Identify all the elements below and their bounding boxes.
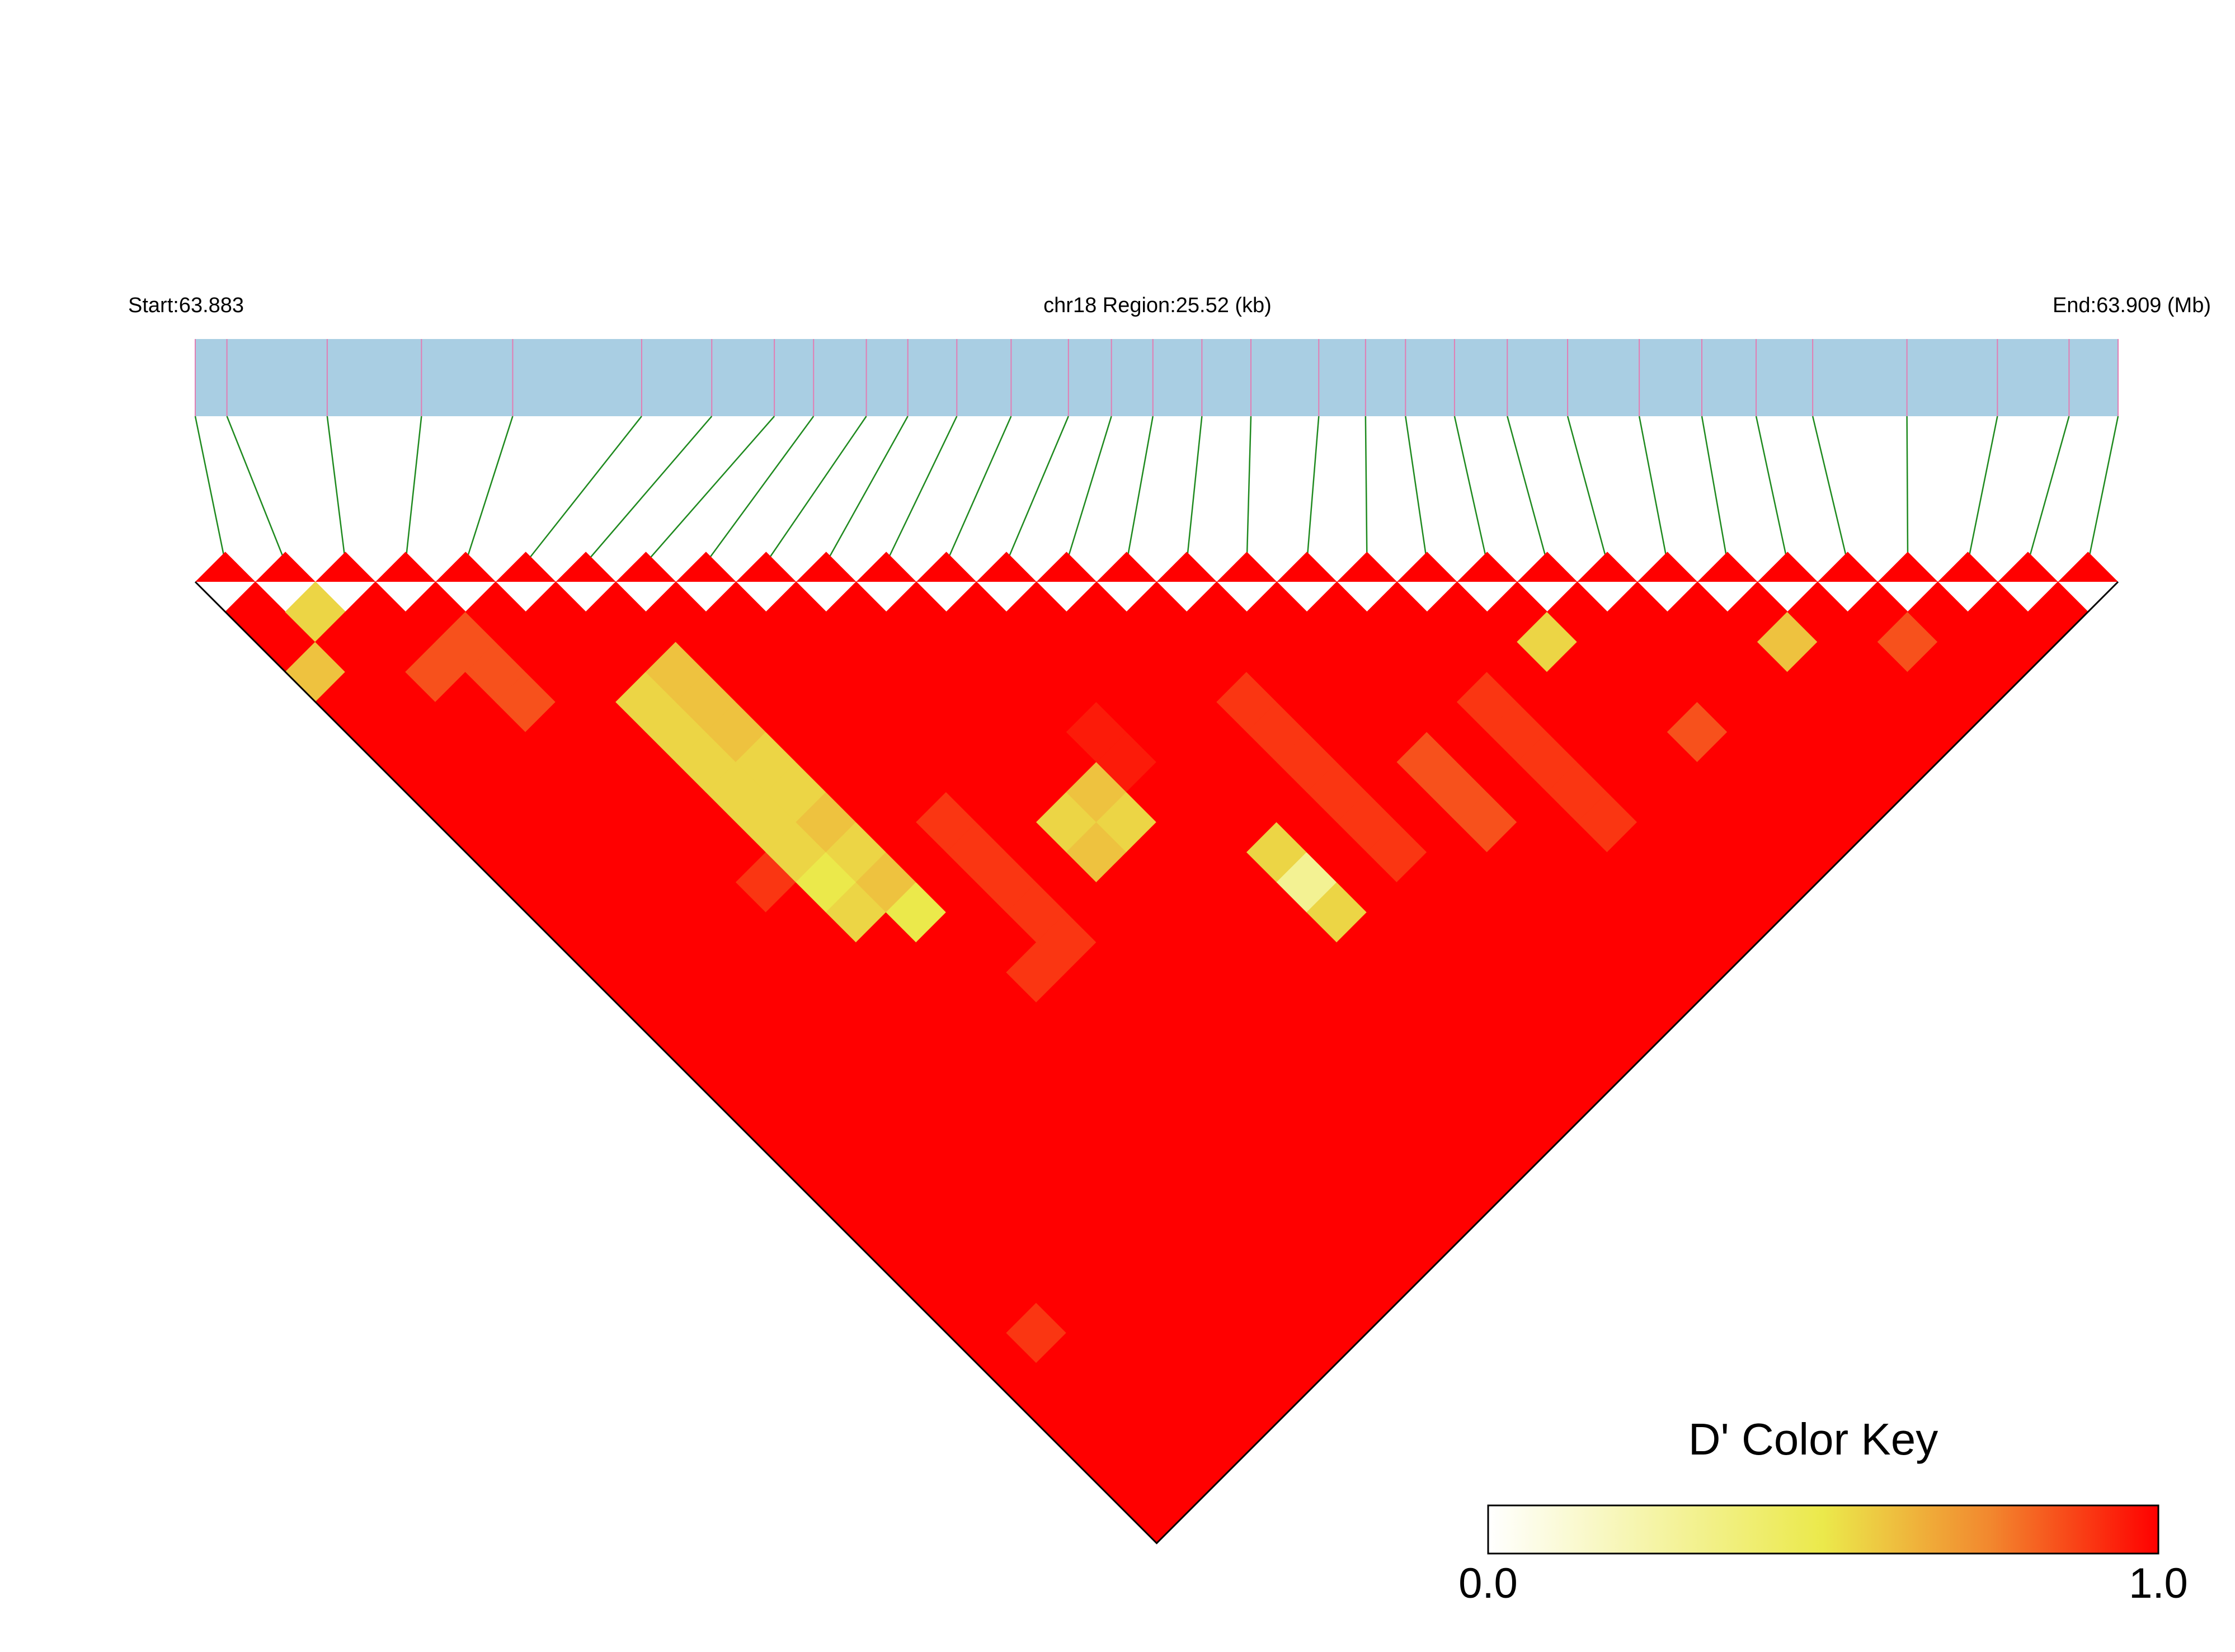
region-label: chr18 Region:25.52 (kb) xyxy=(1043,294,1272,317)
snp-link xyxy=(1066,416,1112,563)
snp-link xyxy=(1005,416,1069,563)
snp-cap xyxy=(1577,552,1638,582)
snp-link xyxy=(765,416,867,563)
snp-cap xyxy=(1757,552,1818,582)
snp-link xyxy=(404,416,422,563)
snp-link xyxy=(2087,416,2119,563)
snp-cap xyxy=(976,552,1037,582)
snp-link xyxy=(1246,416,1252,563)
snp-link xyxy=(825,416,909,563)
snp-cap xyxy=(1036,552,1097,582)
snp-link xyxy=(705,416,815,563)
snp-link xyxy=(1701,416,1729,563)
snp-cap xyxy=(496,552,556,582)
snp-cap xyxy=(1517,552,1578,582)
snp-cap xyxy=(1337,552,1398,582)
snp-cap xyxy=(1216,552,1277,582)
snp-link xyxy=(1185,416,1203,563)
color-key-title: D' Color Key xyxy=(1688,1414,1938,1464)
snp-link xyxy=(1906,416,1909,563)
snp-link xyxy=(1364,416,1368,563)
snp-cap xyxy=(1937,552,1998,582)
snp-link xyxy=(1811,416,1848,563)
color-key-tick-label: 0.0 xyxy=(1458,1560,1518,1607)
snp-link xyxy=(226,416,286,563)
snp-cap xyxy=(375,552,436,582)
snp-link xyxy=(525,416,642,563)
snp-cap xyxy=(1457,552,1517,582)
end-label: End:63.909 (Mb) xyxy=(2053,294,2211,317)
snp-link xyxy=(326,416,346,563)
snp-cap xyxy=(315,552,376,582)
snp-link xyxy=(1566,416,1608,563)
snp-link xyxy=(886,416,958,563)
snp-cap xyxy=(615,552,676,582)
snp-link xyxy=(194,416,226,563)
snp-cap xyxy=(556,552,616,582)
snp-cap xyxy=(1097,552,1157,582)
snp-link xyxy=(945,416,1012,563)
snp-link xyxy=(1126,416,1154,563)
region-bar xyxy=(195,339,2118,416)
snp-cap xyxy=(916,552,977,582)
snp-cap xyxy=(435,552,496,582)
snp-link xyxy=(1967,416,1998,563)
snp-cap xyxy=(1156,552,1217,582)
snp-cap xyxy=(856,552,916,582)
snp-cap xyxy=(1697,552,1758,582)
snp-link xyxy=(2027,416,2070,563)
snp-link xyxy=(1755,416,1789,563)
snp-link xyxy=(1405,416,1428,563)
snp-cap xyxy=(1637,552,1698,582)
snp-cap xyxy=(1878,552,1938,582)
snp-link xyxy=(1306,416,1320,563)
snp-link xyxy=(645,416,775,563)
snp-cap xyxy=(1277,552,1337,582)
snp-cap xyxy=(2058,552,2118,582)
snp-cap xyxy=(255,552,316,582)
snp-cap xyxy=(195,552,256,582)
snp-cap xyxy=(1998,552,2058,582)
snp-link xyxy=(1638,416,1668,563)
snp-link xyxy=(585,416,713,563)
snp-cap xyxy=(736,552,797,582)
snp-link xyxy=(465,416,514,563)
snp-cap xyxy=(1397,552,1457,582)
color-key-bar xyxy=(1487,1504,2159,1555)
snp-cap xyxy=(796,552,857,582)
snp-link xyxy=(1453,416,1488,563)
snp-cap xyxy=(1817,552,1878,582)
start-label: Start:63.883 xyxy=(128,294,244,317)
snp-link xyxy=(1507,416,1548,563)
triangle-border xyxy=(194,581,2119,1545)
color-key-tick-label: 1.0 xyxy=(2129,1560,2188,1607)
snp-cap xyxy=(676,552,736,582)
